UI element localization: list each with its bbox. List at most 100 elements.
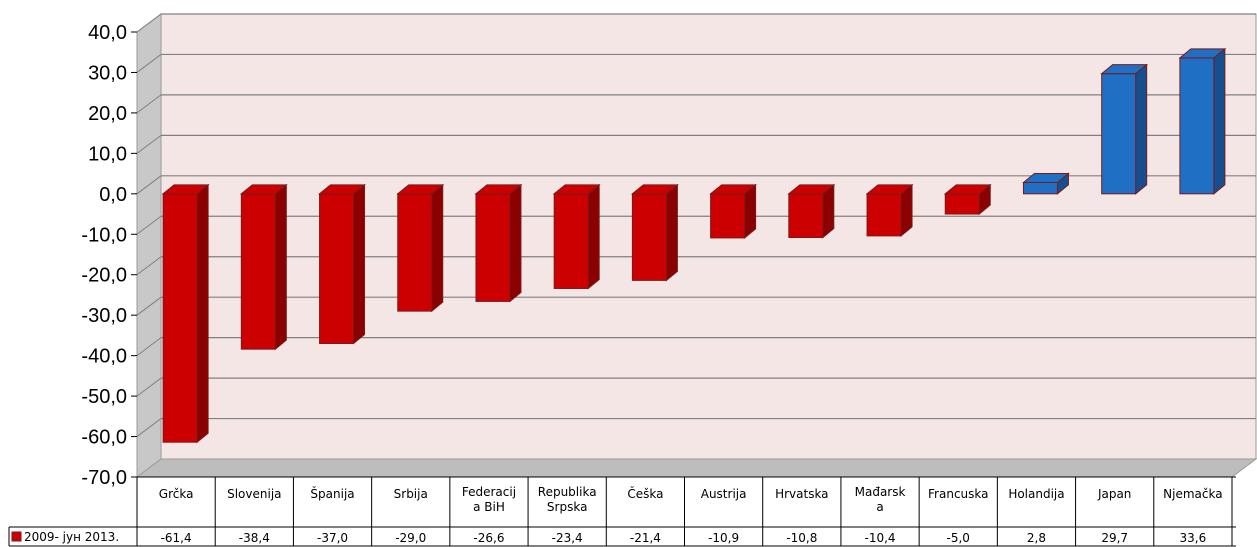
y-tick-label: 30,0	[88, 62, 127, 84]
bar	[474, 183, 523, 303]
category-label: Mađarsk	[855, 485, 906, 499]
category-label: Hrvatska	[775, 487, 828, 501]
bar-front	[866, 193, 902, 237]
bar-top	[474, 184, 523, 195]
bar-front	[162, 193, 198, 443]
bar-top	[943, 184, 992, 195]
bar	[318, 183, 366, 345]
bar-side	[1213, 47, 1226, 195]
bar-front	[319, 193, 355, 344]
category-label: Austrija	[701, 487, 747, 501]
data-label: -23,4	[552, 531, 583, 545]
bar	[1022, 172, 1070, 195]
data-label: -37,0	[317, 531, 348, 545]
bar-front	[710, 193, 746, 239]
category-label: a BiH	[473, 500, 505, 514]
y-tick-label: 20,0	[88, 103, 127, 125]
y-tick-label: -70,0	[81, 467, 127, 489]
gridline-side	[136, 296, 162, 316]
category-label: Republika	[538, 485, 597, 499]
category-label: a	[876, 500, 883, 514]
bar-front	[1022, 181, 1058, 195]
bar	[552, 183, 601, 290]
bar-front	[944, 193, 980, 215]
y-tick-label: -20,0	[81, 265, 127, 287]
gridline-side	[136, 215, 162, 235]
bar-front	[553, 193, 589, 289]
bar-top	[865, 184, 914, 195]
bar	[161, 183, 210, 444]
gridline-side	[136, 134, 162, 154]
category-label: Srbija	[394, 487, 428, 501]
data-label: -29,0	[395, 531, 426, 545]
legend-swatch	[11, 531, 22, 542]
bar	[865, 183, 914, 237]
data-label: -5,0	[947, 531, 970, 545]
category-label: Holandija	[1008, 487, 1064, 501]
bar-front	[1179, 57, 1215, 195]
data-label: -61,4	[161, 531, 192, 545]
y-tick-label: -40,0	[81, 346, 127, 368]
y-tick-label: 10,0	[88, 143, 127, 165]
y-tick-label: -30,0	[81, 305, 127, 327]
bar-side	[1135, 63, 1148, 195]
bar-side	[587, 183, 600, 290]
bar	[709, 183, 758, 239]
gridline-side	[136, 54, 162, 73]
bar-side	[274, 183, 287, 351]
bar-top	[1022, 172, 1070, 183]
bar-side	[353, 183, 366, 345]
gridline-side	[136, 377, 162, 397]
bar-top	[161, 184, 210, 195]
bar-top	[1178, 48, 1227, 59]
bar	[1178, 47, 1227, 195]
bar-front	[397, 193, 433, 312]
category-label: Federacij	[462, 485, 516, 499]
data-label: -26,6	[473, 531, 504, 545]
gridline-side	[136, 256, 162, 276]
bar-top	[318, 184, 366, 195]
bar-side	[431, 183, 444, 313]
data-label: 2,8	[1027, 531, 1046, 545]
data-label: -10,4	[865, 531, 896, 545]
bar-front	[1101, 73, 1137, 195]
bar-top	[239, 184, 288, 195]
side-wall	[136, 13, 162, 478]
category-label: Francuska	[928, 487, 988, 501]
gridline-side	[136, 418, 162, 437]
gridline-side	[136, 337, 162, 357]
bar	[396, 183, 445, 313]
category-label: Japan	[1097, 487, 1131, 501]
y-tick-label: 0,0	[99, 184, 127, 206]
bar-front	[475, 193, 511, 302]
bar	[787, 183, 836, 239]
data-label: -10,8	[786, 531, 817, 545]
y-tick-label: -60,0	[81, 427, 127, 449]
data-label: -21,4	[630, 531, 661, 545]
legend-label: 2009- јун 2013.	[24, 530, 119, 544]
bar-front	[788, 193, 824, 239]
y-tick-label: 40,0	[88, 22, 127, 44]
bar-side	[196, 183, 209, 444]
bar-front	[631, 193, 667, 281]
category-label: Češka	[627, 486, 663, 501]
bar-top	[1100, 64, 1149, 75]
bar	[943, 183, 992, 216]
bar	[1100, 63, 1149, 195]
gridline-side	[136, 175, 162, 195]
data-label: -38,4	[239, 531, 270, 545]
data-label: -10,9	[708, 531, 739, 545]
y-tick-label: -50,0	[81, 386, 127, 408]
floor	[135, 458, 1257, 478]
category-label: Srpska	[547, 500, 588, 514]
bar-side	[509, 183, 522, 303]
data-label: 29,7	[1101, 531, 1128, 545]
category-label: Njemačka	[1163, 487, 1222, 501]
bar-front	[240, 193, 276, 350]
bar-top	[630, 184, 679, 195]
bar	[630, 183, 679, 282]
bar-top	[552, 184, 601, 195]
data-label: 33,6	[1180, 531, 1207, 545]
